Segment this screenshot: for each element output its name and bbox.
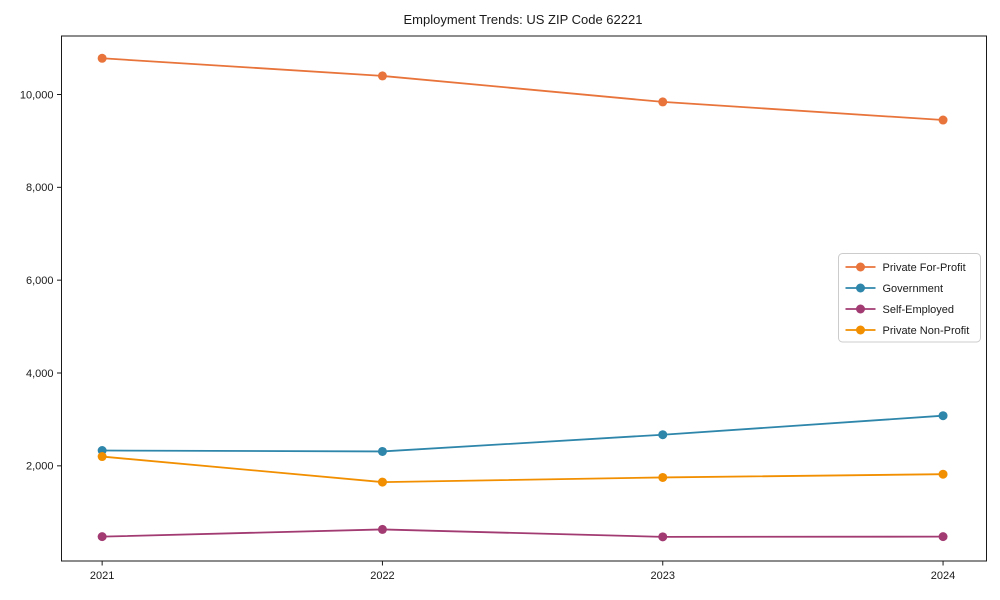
legend: Private For-Profit Government Self-Employe… xyxy=(838,253,981,343)
data-point-marker xyxy=(97,532,107,542)
data-point-marker xyxy=(938,115,948,125)
data-point-marker xyxy=(97,53,107,63)
y-tick-label: 10,000 xyxy=(20,89,54,101)
x-tick-label: 2023 xyxy=(651,570,675,582)
data-point-marker xyxy=(938,469,948,479)
legend-marker xyxy=(856,262,865,272)
legend-label: Private Non-Profit xyxy=(883,325,970,337)
data-point-marker xyxy=(377,477,387,487)
data-point-marker xyxy=(377,71,387,81)
legend-marker xyxy=(856,283,865,293)
series-line-self-employed xyxy=(102,528,944,538)
data-point-marker xyxy=(658,430,668,440)
legend-frame xyxy=(838,253,981,343)
series-line-private-non-profit xyxy=(102,455,944,483)
data-point-marker xyxy=(938,532,948,542)
data-point-marker xyxy=(658,97,668,107)
y-tick-label: 4,000 xyxy=(26,368,54,380)
data-point-marker xyxy=(97,452,107,462)
legend-marker xyxy=(856,304,865,314)
series-line-private-for-profit xyxy=(102,57,944,121)
axes-spines xyxy=(61,35,987,562)
x-tick-label: 2021 xyxy=(90,570,114,582)
plot-area: 2,000 4,000 6,000 8,000 10,000 2021 2022 2023 20… xyxy=(20,35,987,582)
legend-label: Self-Employed xyxy=(883,304,955,316)
x-tick-label: 2022 xyxy=(370,570,394,582)
legend-label: Private For-Profit xyxy=(883,262,966,274)
series-line-government xyxy=(102,414,944,453)
data-point-marker xyxy=(938,411,948,421)
x-tick-label: 2024 xyxy=(931,570,955,582)
chart-title: Employment Trends: US ZIP Code 62221 xyxy=(404,12,643,27)
y-tick-label: 6,000 xyxy=(26,275,54,287)
legend-label: Government xyxy=(883,283,944,295)
data-point-marker xyxy=(658,472,668,482)
legend-marker xyxy=(856,325,865,335)
y-tick-label: 8,000 xyxy=(26,182,54,194)
y-tick-label: 2,000 xyxy=(26,461,54,473)
data-point-marker xyxy=(377,446,387,456)
data-point-marker xyxy=(377,524,387,534)
data-point-marker xyxy=(658,532,668,542)
